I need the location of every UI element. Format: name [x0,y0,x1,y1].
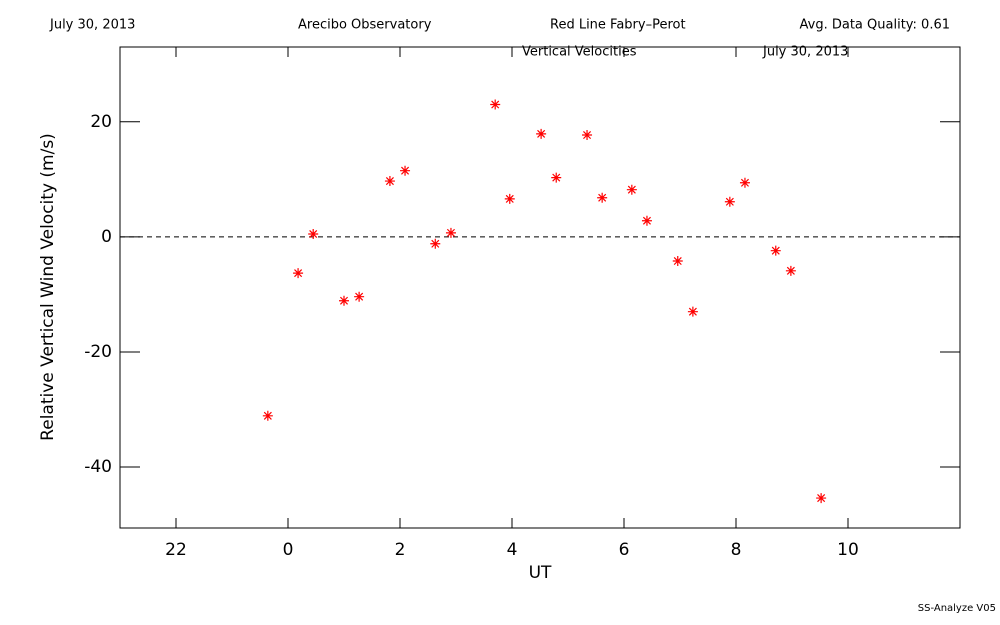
chart-title: Vertical Velocities [522,45,637,60]
x-tick-label: 6 [619,540,630,560]
chart-date: July 30, 2013 [762,45,848,60]
footer: SS-Analyze V05 [918,603,996,614]
data-point [400,165,411,176]
data-point [293,268,304,279]
x-tick-label: 22 [165,540,187,560]
header-site: Arecibo Observatory [298,18,432,33]
data-point [490,99,501,110]
plot-frame [119,46,961,529]
header-instrument: Red Line Fabry–Perot [550,18,686,33]
data-point [445,227,456,238]
data-point [597,192,608,203]
x-tick-label: 10 [837,540,859,560]
data-point [354,291,365,302]
data-point [551,172,562,183]
y-axis-label: Relative Vertical Wind Velocity (m/s) [38,133,58,441]
y-tick-label: 20 [90,112,112,132]
y-tick-label: -40 [84,457,112,477]
header-date: July 30, 2013 [49,18,135,33]
data-point [339,295,349,306]
x-axis-label: UT [529,563,552,583]
x-tick-label: 8 [731,540,742,560]
data-point [308,228,319,239]
data-point [262,410,273,421]
data-point [641,215,652,226]
data-point [384,176,395,187]
data-point [536,128,547,139]
x-tick-label: 4 [507,540,518,560]
y-tick-label: -20 [84,342,112,362]
data-point [785,265,796,276]
data-point [770,245,781,256]
y-tick-label: 0 [101,227,112,247]
data-point [816,493,827,504]
data-point [672,256,683,267]
x-tick-label: 2 [395,540,406,560]
data-point [626,184,637,195]
data-point [582,130,593,141]
header-quality: Avg. Data Quality: 0.61 [800,18,950,33]
data-point [687,306,698,317]
x-tick-label: 0 [283,540,294,560]
data-point [724,196,735,207]
data-point [504,193,515,204]
data-point [739,177,750,188]
data-point [430,238,441,249]
